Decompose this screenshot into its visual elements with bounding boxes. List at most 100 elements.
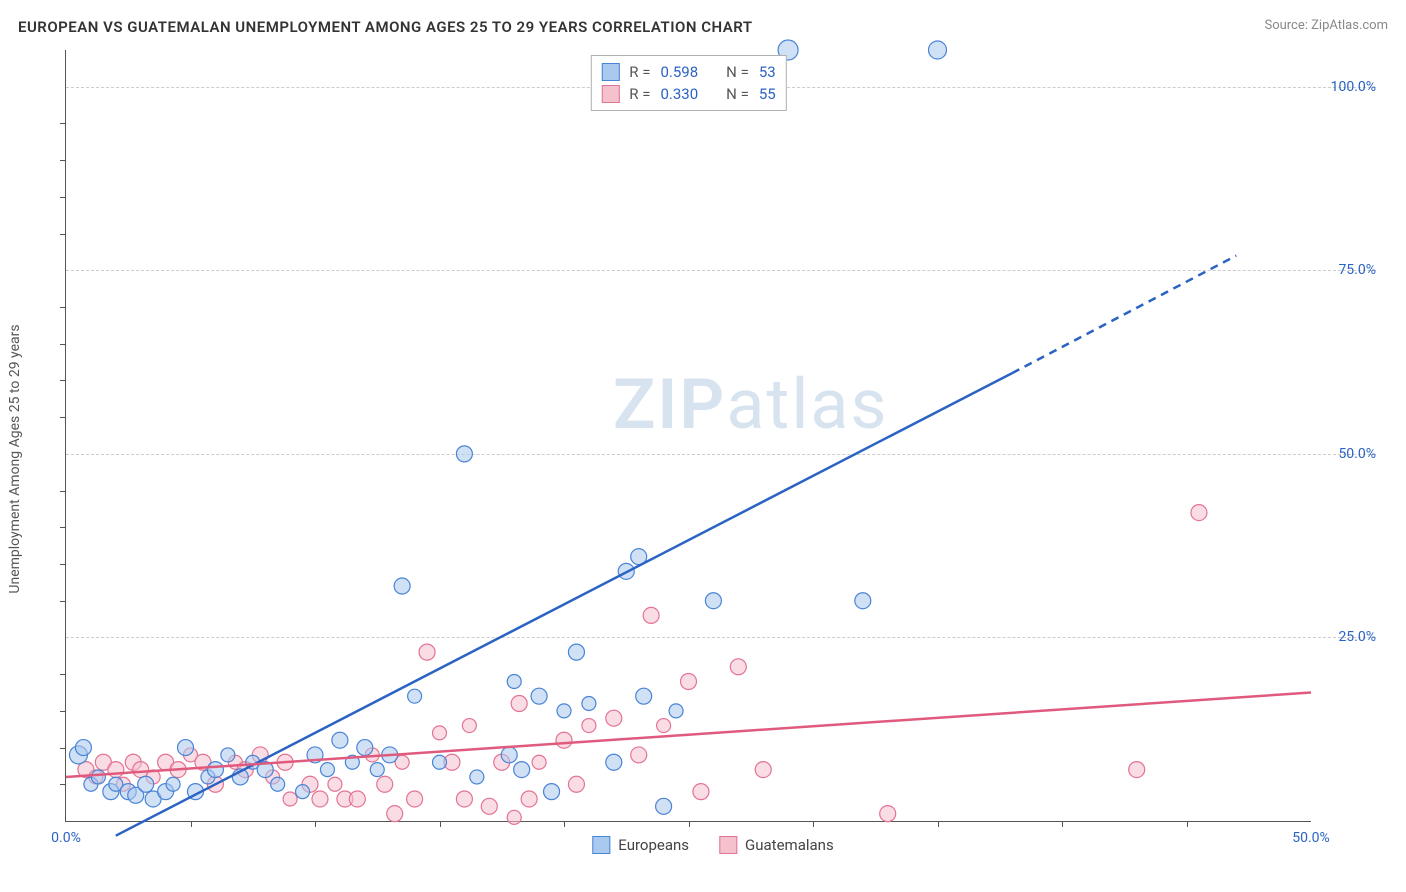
- scatter-point: [370, 763, 384, 777]
- scatter-point: [880, 806, 896, 822]
- scatter-point: [1191, 505, 1207, 521]
- trend-line: [1012, 256, 1236, 373]
- scatter-point: [755, 762, 771, 778]
- scatter-point: [320, 763, 334, 777]
- scatter-point: [419, 644, 435, 660]
- x-tick: [440, 821, 441, 827]
- scatter-point: [178, 740, 194, 756]
- x-tick: [191, 821, 192, 827]
- n-label: N =: [726, 85, 749, 103]
- chart-container: Unemployment Among Ages 25 to 29 years Z…: [45, 40, 1381, 862]
- scatter-point: [657, 719, 671, 733]
- scatter-point: [501, 747, 517, 763]
- chart-title: EUROPEAN VS GUATEMALAN UNEMPLOYMENT AMON…: [18, 18, 753, 36]
- scatter-point: [456, 446, 472, 462]
- scatter-point: [394, 578, 410, 594]
- scatter-point: [456, 791, 472, 807]
- scatter-point: [377, 776, 393, 792]
- scatter-point: [556, 732, 572, 748]
- legend-stat-row: R = 0.330 N = 55: [601, 83, 775, 105]
- scatter-point: [507, 674, 521, 688]
- n-value: 55: [759, 85, 776, 103]
- scatter-point: [855, 593, 871, 609]
- n-value: 53: [759, 63, 776, 81]
- r-label: R =: [629, 85, 650, 103]
- scatter-point: [669, 704, 683, 718]
- legend-swatch: [601, 63, 619, 81]
- x-tick: [315, 821, 316, 827]
- trend-line: [116, 373, 1012, 836]
- scatter-point: [283, 792, 297, 806]
- scatter-point: [582, 697, 596, 711]
- scatter-point: [328, 777, 342, 791]
- scatter-point: [693, 784, 709, 800]
- scatter-plot-svg: [66, 50, 1311, 821]
- scatter-point: [532, 755, 546, 769]
- r-value: 0.330: [660, 85, 698, 103]
- scatter-point: [407, 791, 423, 807]
- x-tick: [938, 821, 939, 827]
- scatter-point: [929, 41, 947, 59]
- scatter-point: [730, 659, 746, 675]
- x-tick: [1062, 821, 1063, 827]
- scatter-point: [221, 748, 235, 762]
- scatter-point: [681, 673, 697, 689]
- scatter-point: [631, 747, 647, 763]
- plot-area: ZIPatlas R = 0.598 N = 53 R = 0.330 N = …: [65, 50, 1311, 822]
- scatter-point: [408, 689, 422, 703]
- legend-series-item: Europeans: [592, 836, 689, 854]
- x-tick: [813, 821, 814, 827]
- scatter-point: [705, 593, 721, 609]
- x-tick: [689, 821, 690, 827]
- scatter-point: [470, 770, 484, 784]
- scatter-point: [557, 704, 571, 718]
- scatter-point: [271, 777, 285, 791]
- scatter-point: [166, 777, 180, 791]
- r-label: R =: [629, 63, 650, 81]
- scatter-point: [138, 776, 154, 792]
- scatter-point: [357, 740, 373, 756]
- scatter-point: [296, 785, 310, 799]
- x-tick: [564, 821, 565, 827]
- scatter-point: [481, 798, 497, 814]
- scatter-point: [582, 719, 596, 733]
- scatter-point: [606, 754, 622, 770]
- trend-line: [66, 693, 1311, 777]
- scatter-point: [656, 798, 672, 814]
- scatter-point: [544, 784, 560, 800]
- legend-stats: R = 0.598 N = 53 R = 0.330 N = 55: [590, 55, 786, 111]
- legend-series-item: Guatemalans: [719, 836, 834, 854]
- scatter-point: [1129, 762, 1145, 778]
- scatter-point: [636, 688, 652, 704]
- y-axis-label: Unemployment Among Ages 25 to 29 years: [7, 324, 23, 593]
- scatter-point: [514, 762, 530, 778]
- scatter-point: [521, 791, 537, 807]
- r-value: 0.598: [660, 63, 698, 81]
- legend-series: Europeans Guatemalans: [592, 836, 833, 854]
- scatter-point: [387, 806, 403, 822]
- scatter-point: [462, 719, 476, 733]
- scatter-point: [312, 791, 328, 807]
- y-tick-label: 75.0%: [1316, 262, 1376, 278]
- scatter-point: [332, 732, 348, 748]
- x-tick: [1187, 821, 1188, 827]
- legend-swatch: [719, 836, 737, 854]
- x-tick-label: 50.0%: [1292, 830, 1330, 846]
- legend-swatch: [601, 85, 619, 103]
- scatter-point: [507, 810, 521, 824]
- y-tick-label: 50.0%: [1316, 446, 1376, 462]
- scatter-point: [643, 607, 659, 623]
- scatter-point: [568, 644, 584, 660]
- legend-swatch: [592, 836, 610, 854]
- source-label: Source: ZipAtlas.com: [1264, 18, 1388, 33]
- n-label: N =: [726, 63, 749, 81]
- legend-series-label: Guatemalans: [745, 836, 834, 854]
- x-tick-label: 0.0%: [51, 830, 81, 846]
- scatter-point: [207, 762, 223, 778]
- scatter-point: [91, 770, 105, 784]
- scatter-point: [108, 762, 124, 778]
- scatter-point: [433, 755, 447, 769]
- legend-stat-row: R = 0.598 N = 53: [601, 61, 775, 83]
- scatter-point: [511, 696, 527, 712]
- scatter-point: [568, 776, 584, 792]
